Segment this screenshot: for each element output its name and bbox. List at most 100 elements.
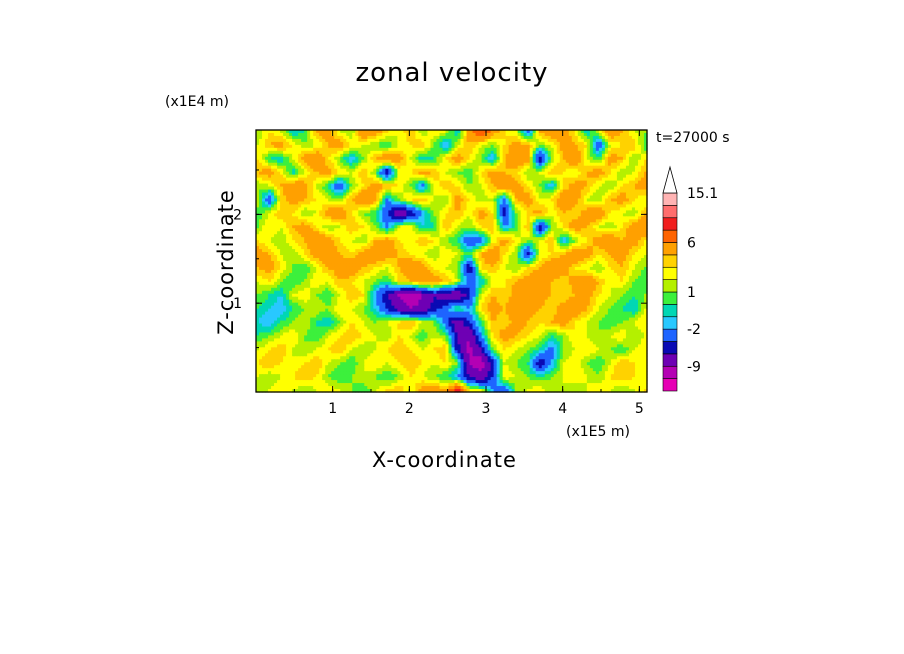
heatmap-cell [256, 204, 260, 209]
heatmap-cell [520, 216, 525, 220]
heatmap-cell [349, 130, 353, 134]
heatmap-cell [286, 132, 290, 137]
heatmap-cell [430, 213, 435, 217]
heatmap-cell [433, 177, 438, 182]
heatmap-cell [577, 174, 582, 179]
heatmap-cell [589, 213, 594, 217]
heatmap-cell [373, 219, 377, 223]
heatmap-cell [601, 195, 606, 200]
heatmap-cell [370, 186, 374, 191]
heatmap-cell [487, 207, 492, 211]
heatmap-cell [442, 213, 447, 217]
heatmap-cell [523, 222, 528, 226]
heatmap-cell [472, 228, 477, 232]
heatmap-cell [277, 150, 281, 155]
heatmap-cell [271, 240, 275, 244]
heatmap-cell [523, 195, 528, 200]
heatmap-cell [541, 177, 546, 182]
heatmap-cell [376, 219, 380, 223]
heatmap-cell [502, 237, 507, 241]
heatmap-cell [583, 174, 588, 179]
heatmap-cell [286, 159, 290, 164]
heatmap-cell [478, 144, 483, 149]
heatmap-cell [526, 147, 531, 152]
heatmap-cell [436, 177, 441, 182]
heatmap-cell [502, 189, 507, 194]
heatmap-cell [547, 162, 552, 167]
heatmap-cell [553, 189, 558, 194]
heatmap-cell [607, 147, 612, 152]
heatmap-cell [412, 231, 417, 235]
heatmap-cell [391, 147, 395, 152]
heatmap-cell [595, 130, 600, 134]
heatmap-cell [481, 210, 486, 214]
heatmap-cell [418, 210, 423, 214]
heatmap-cell [550, 174, 555, 179]
heatmap-cell [430, 183, 435, 188]
heatmap-cell [520, 144, 525, 149]
heatmap-cell [367, 198, 371, 203]
heatmap-cell [577, 198, 582, 203]
heatmap-cell [316, 156, 320, 161]
heatmap-cell [436, 195, 441, 200]
heatmap-cell [607, 150, 612, 155]
heatmap-cell [478, 153, 483, 158]
heatmap-cell [385, 213, 389, 217]
heatmap-cell [499, 150, 504, 155]
heatmap-cell [616, 240, 621, 244]
heatmap-cell [364, 216, 368, 220]
heatmap-cell [466, 147, 471, 152]
heatmap-cell [448, 144, 453, 149]
heatmap-cell [526, 219, 531, 223]
heatmap-cell [292, 213, 296, 217]
heatmap-cell [400, 150, 404, 155]
heatmap-cell [601, 204, 606, 209]
heatmap-cell [520, 153, 525, 158]
heatmap-cell [424, 135, 429, 140]
heatmap-cell [550, 132, 555, 137]
heatmap-cell [511, 201, 516, 206]
heatmap-cell [541, 165, 546, 170]
heatmap-cell [553, 204, 558, 209]
heatmap-cell [328, 195, 332, 200]
heatmap-cell [469, 240, 474, 244]
heatmap-cell [322, 171, 326, 176]
heatmap-cell [589, 174, 594, 179]
heatmap-cell [634, 237, 639, 241]
heatmap-cell [436, 159, 441, 164]
heatmap-cell [328, 183, 332, 188]
heatmap-cell [265, 147, 269, 152]
heatmap-cell [433, 165, 438, 170]
heatmap-cell [322, 135, 326, 140]
heatmap-cell [343, 162, 347, 167]
heatmap-cell [412, 130, 417, 134]
heatmap-cell [340, 138, 344, 143]
heatmap-cell [457, 153, 462, 158]
heatmap-cell [274, 180, 278, 185]
heatmap-cell [418, 198, 423, 203]
heatmap-cell [289, 219, 293, 223]
heatmap-cell [361, 222, 365, 226]
heatmap-cell [295, 177, 299, 182]
heatmap-cell [553, 240, 558, 244]
heatmap-cell [271, 159, 275, 164]
heatmap-cell [643, 144, 648, 149]
heatmap-cell [421, 183, 426, 188]
heatmap-cell [361, 177, 365, 182]
heatmap-cell [307, 156, 311, 161]
heatmap-cell [343, 243, 347, 247]
heatmap-cell [616, 177, 621, 182]
heatmap-cell [280, 210, 284, 214]
heatmap-cell [277, 216, 281, 220]
heatmap-cell [436, 180, 441, 185]
heatmap-cell [265, 165, 269, 170]
heatmap-cell [346, 237, 350, 241]
heatmap-cell [310, 138, 314, 143]
heatmap-cell [370, 150, 374, 155]
heatmap-cell [361, 225, 365, 229]
heatmap-cell [628, 147, 633, 152]
heatmap-cell [562, 198, 567, 203]
heatmap-cell [361, 186, 365, 191]
heatmap-cell [574, 177, 579, 182]
heatmap-cell [613, 147, 618, 152]
